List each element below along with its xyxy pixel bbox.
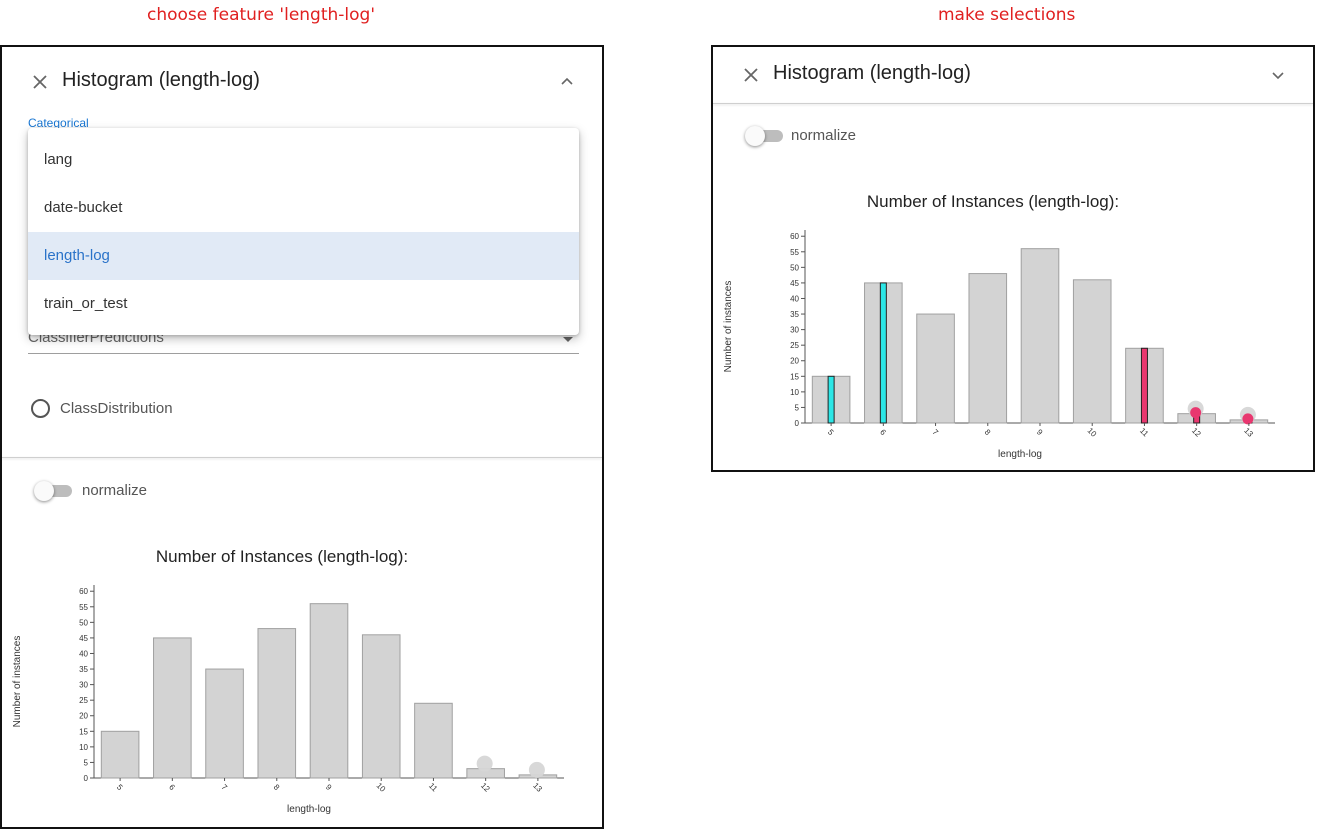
x-tick-label: 12 [1190, 426, 1203, 439]
y-tick-label: 20 [790, 357, 799, 366]
x-tick-label: 13 [1242, 426, 1255, 439]
x-tick-label: 10 [375, 781, 388, 794]
y-tick-label: 45 [790, 279, 799, 288]
classifier-select-underline [28, 353, 579, 354]
x-axis-label: length-log [287, 804, 331, 815]
bar-8[interactable] [257, 628, 297, 779]
y-tick-label: 60 [79, 587, 88, 596]
normalize-label: normalize [82, 482, 148, 499]
bar-7[interactable] [916, 313, 955, 424]
normalize-toggle-thumb[interactable] [745, 126, 765, 146]
caption-left: choose feature 'length-log' [147, 5, 376, 25]
section-divider [2, 457, 602, 458]
x-tick-label: 5 [826, 428, 836, 438]
header-divider [713, 103, 1313, 104]
normalize-label: normalize [791, 127, 857, 144]
chevron-up-icon[interactable] [560, 76, 574, 86]
histogram-chart-right: 0 5 10 15 20 25 30 35 40 45 50 55 60 5 6 7 8 9 10 11 12 13 len… [723, 230, 1275, 460]
dropdown-option-date-bucket[interactable]: date-bucket [44, 199, 123, 216]
panel-header: Histogram (length-log) [713, 47, 1313, 105]
x-tick-label: 6 [167, 783, 177, 793]
bar-9[interactable] [309, 603, 349, 779]
left-histogram-panel: Histogram (length-log) Categorical Class… [0, 45, 604, 829]
caption-right: make selections [938, 5, 1076, 25]
y-tick-label: 55 [79, 603, 88, 612]
y-tick-label: 15 [790, 372, 799, 381]
x-tick-label: 8 [272, 783, 282, 793]
categorical-label: Categorical [28, 116, 89, 130]
chart-title: Number of Instances (length-log): [866, 192, 1120, 211]
class-distribution-radio[interactable] [31, 399, 50, 418]
bar-10[interactable] [1072, 279, 1112, 424]
x-tick-label: 11 [427, 781, 440, 794]
right-histogram-panel: Histogram (length-log) normalize Number … [711, 45, 1315, 472]
y-tick-label: 10 [790, 388, 799, 397]
dropdown-option-train-or-test[interactable]: train_or_test [44, 295, 128, 312]
bar-7[interactable] [205, 668, 244, 779]
bar-10[interactable] [361, 634, 401, 779]
x-axis-label: length-log [998, 449, 1042, 460]
x-tick-label: 5 [115, 783, 125, 793]
dropdown-option-length-log[interactable]: length-log [28, 232, 579, 280]
feature-dropdown-menu: lang date-bucket length-log train_or_tes… [28, 128, 579, 335]
bar-11[interactable] [414, 702, 453, 779]
y-tick-label: 30 [790, 326, 799, 335]
x-tick-label: 9 [324, 783, 334, 793]
close-icon[interactable] [32, 74, 48, 90]
y-tick-label: 50 [79, 618, 88, 627]
x-tick-label: 6 [878, 428, 888, 438]
y-tick-label: 5 [795, 403, 800, 412]
chart-title: Number of Instances (length-log): [155, 547, 409, 566]
y-tick-label: 5 [84, 758, 89, 767]
y-tick-label: 15 [79, 727, 88, 736]
bar-9[interactable] [1020, 248, 1060, 424]
y-tick-label: 0 [84, 774, 89, 783]
bar-marker-13[interactable] [528, 761, 545, 778]
y-tick-label: 40 [790, 294, 799, 303]
y-tick-label: 25 [79, 696, 88, 705]
x-tick-label: 7 [219, 783, 229, 793]
close-icon[interactable] [743, 67, 759, 83]
y-tick-label: 45 [79, 634, 88, 643]
selection-band-11 [1140, 347, 1148, 424]
x-tick-label: 10 [1086, 426, 1099, 439]
chevron-down-icon[interactable] [1271, 70, 1285, 80]
class-distribution-label: ClassDistribution [60, 400, 173, 417]
y-tick-label: 50 [790, 263, 799, 272]
x-tick-label: 9 [1035, 428, 1045, 438]
selection-dot-12 [1190, 407, 1202, 419]
selection-dot-13 [1242, 413, 1254, 425]
select-arrow-icon[interactable] [563, 337, 573, 342]
dropdown-option-lang[interactable]: lang [44, 151, 73, 168]
histogram-chart-left: 0 5 10 15 20 25 30 35 40 45 50 55 60 5 6 7 8 9 10 11 12 13 len… [12, 585, 564, 815]
y-tick-label: 35 [79, 665, 88, 674]
y-tick-label: 30 [79, 681, 88, 690]
y-tick-label: 10 [79, 743, 88, 752]
x-tick-label: 12 [479, 781, 492, 794]
bar-6[interactable] [153, 637, 192, 779]
y-tick-label: 55 [790, 248, 799, 257]
y-tick-label: 20 [79, 712, 88, 721]
y-tick-label: 25 [790, 341, 799, 350]
x-tick-label: 8 [983, 428, 993, 438]
x-tick-label: 11 [1138, 426, 1151, 439]
normalize-toggle-thumb[interactable] [34, 481, 54, 501]
selection-band-5 [827, 375, 835, 424]
panel-title: Histogram (length-log) [773, 62, 971, 84]
bar-marker-12[interactable] [476, 755, 493, 772]
y-tick-label: 35 [790, 310, 799, 319]
y-tick-label: 0 [795, 419, 800, 428]
y-axis-label: Number of instances [12, 636, 23, 728]
bar-8[interactable] [968, 273, 1008, 424]
selection-band-6 [879, 282, 887, 424]
x-tick-label: 13 [531, 781, 544, 794]
y-axis-label: Number of instances [723, 281, 734, 373]
y-tick-label: 60 [790, 232, 799, 241]
panel-title: Histogram (length-log) [62, 69, 260, 91]
panel-header: Histogram (length-log) [2, 47, 602, 105]
bar-5[interactable] [100, 730, 140, 779]
y-tick-label: 40 [79, 649, 88, 658]
x-tick-label: 7 [930, 428, 940, 438]
